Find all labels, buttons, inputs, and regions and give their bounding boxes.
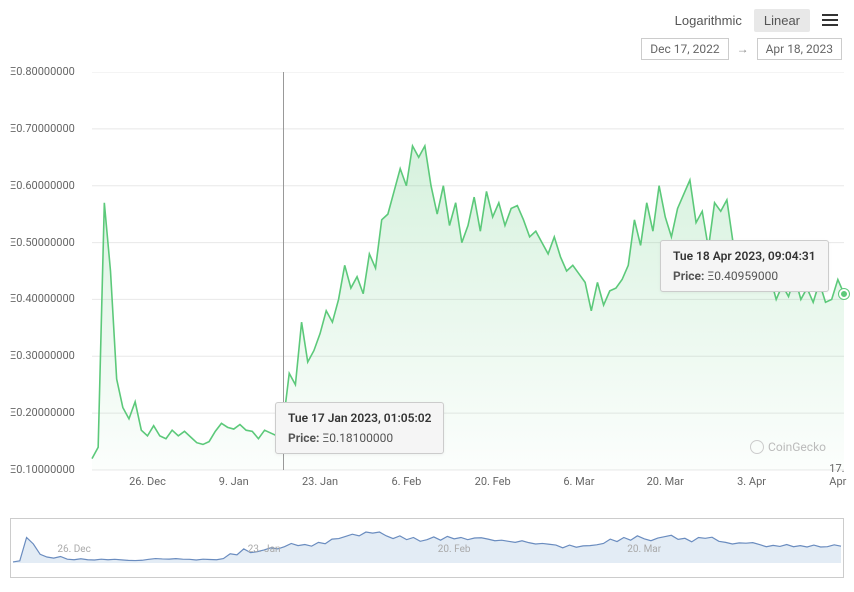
x-axis-tick-label: 23. Jan [302,475,338,488]
x-axis-tick-label: 3. Apr [737,475,766,488]
watermark-text: CoinGecko [768,440,826,454]
x-axis-tick-label: 26. Dec [129,475,166,488]
navigator-x-tick: 20. Mar [627,544,661,555]
date-range-selector: Dec 17, 2022 → Apr 18, 2023 [641,38,842,60]
x-axis-tick-label: 20. Mar [647,475,684,488]
y-axis-tick-label: Ξ0.60000000 [10,179,75,192]
hamburger-menu-icon[interactable] [818,8,842,32]
y-axis-tick-label: Ξ0.50000000 [10,236,75,249]
main-chart[interactable]: Ξ0.10000000 Ξ0.20000000 Ξ0.30000000 Ξ0.4000… [10,72,844,502]
y-axis-tick-label: Ξ0.10000000 [10,463,75,476]
y-axis-tick-label: Ξ0.30000000 [10,349,75,362]
x-axis-tick-label: 6. Mar [563,475,594,488]
navigator-chart[interactable]: 26. Dec 23. Jan 20. Feb 20. Mar [10,518,844,578]
y-axis-tick-label: Ξ0.40000000 [10,292,75,305]
x-axis-tick-label: 6. Feb [391,475,421,488]
coingecko-watermark: CoinGecko [750,440,826,454]
arrow-icon: → [737,42,749,56]
tooltip-date: Tue 17 Jan 2023, 01:05:02 [288,411,431,425]
tooltip-date: Tue 18 Apr 2023, 09:04:31 [673,249,816,263]
navigator-svg [11,519,843,577]
price-tooltip: Tue 18 Apr 2023, 09:04:31 Price: Ξ0.40959… [660,240,829,292]
navigator-x-tick: 26. Dec [57,544,90,555]
x-axis-tick-label: 9. Jan [219,475,249,488]
date-from-input[interactable]: Dec 17, 2022 [641,38,728,60]
tooltip-price: Price: Ξ0.18100000 [288,431,431,445]
tooltip-price: Price: Ξ0.40959000 [673,269,816,283]
navigator-x-tick: 20. Feb [438,544,471,555]
coingecko-logo-icon [750,440,764,454]
navigator-x-tick: 23. Jan [248,544,281,555]
price-tooltip: Tue 17 Jan 2023, 01:05:02 Price: Ξ0.18100… [275,402,444,454]
logarithmic-button[interactable]: Logarithmic [665,9,752,32]
linear-button[interactable]: Linear [754,9,810,32]
y-axis-tick-label: Ξ0.20000000 [10,406,75,419]
x-axis-tick-label: 20. Feb [475,475,511,488]
y-axis-tick-label: Ξ0.80000000 [10,65,75,78]
date-to-input[interactable]: Apr 18, 2023 [757,38,842,60]
y-axis-tick-label: Ξ0.70000000 [10,122,75,135]
scale-toolbar: Logarithmic Linear [665,8,842,32]
x-axis-tick-label: 17. Apr [829,462,846,488]
hover-marker [839,289,849,299]
